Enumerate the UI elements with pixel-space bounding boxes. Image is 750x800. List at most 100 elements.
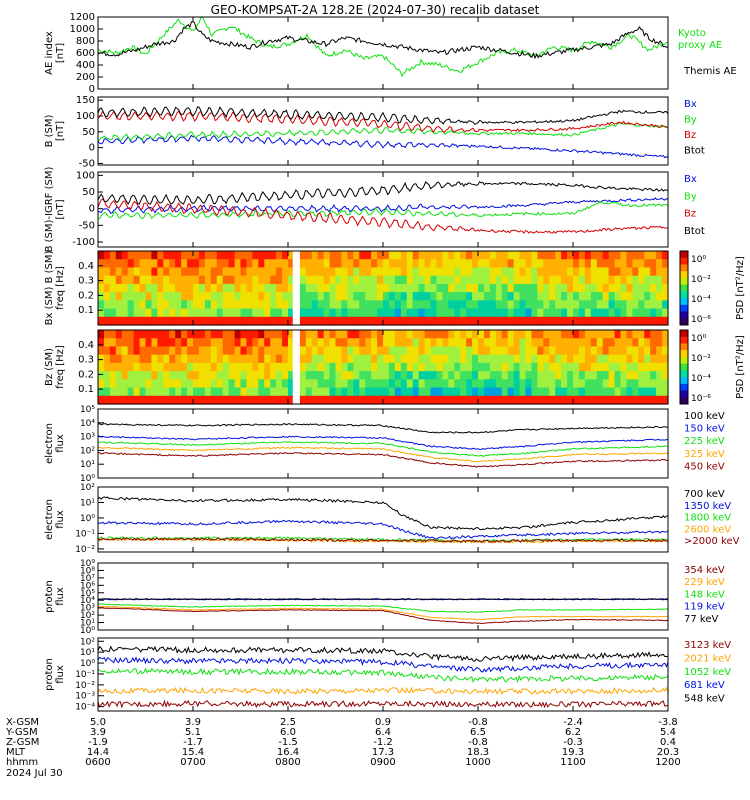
spectrogram-cell	[276, 371, 283, 380]
spectrogram-cell	[430, 379, 438, 389]
spectrogram-cell	[175, 267, 182, 277]
spectrogram-cell	[252, 338, 259, 348]
spectrogram-cell	[578, 387, 586, 397]
spectrogram-cell	[145, 300, 153, 310]
spectrogram-cell	[394, 379, 402, 389]
spectrogram-cell	[608, 362, 616, 372]
spectrogram-cell	[121, 308, 129, 318]
y-tick-label: 10⁵	[80, 589, 95, 599]
spectrogram-cell	[157, 267, 164, 277]
spectrogram-cell	[489, 346, 497, 356]
spectrogram-cell	[644, 362, 651, 372]
spectrogram-cell	[115, 371, 123, 380]
spectrogram-cell	[543, 387, 550, 397]
spectrogram-cell	[519, 308, 527, 318]
spectrogram-cell	[270, 251, 277, 260]
spectrogram-cell	[234, 330, 242, 339]
spectrogram-cell	[418, 283, 426, 293]
spectrogram-cell	[555, 259, 562, 269]
spectrogram-cell	[234, 308, 242, 318]
spectrogram-cell	[198, 259, 206, 269]
spectrogram-cell	[228, 354, 236, 364]
spectrogram-cell	[650, 275, 657, 285]
spectrogram-cell	[608, 330, 616, 339]
spectrogram-cell	[531, 379, 538, 389]
spectrogram-cell	[252, 362, 259, 372]
spectrogram-cell	[626, 346, 633, 356]
series-line-77-kev	[98, 598, 668, 601]
spectrogram-cell	[507, 292, 515, 301]
spectrogram-cell	[133, 354, 141, 364]
spectrogram-cell	[305, 300, 313, 310]
spectrogram-cell	[561, 330, 568, 339]
spectrogram-cell	[549, 316, 556, 326]
spectrogram-cell	[234, 362, 242, 372]
spectrogram-cell	[383, 371, 390, 380]
spectrogram-cell	[519, 275, 527, 285]
spectrogram-cell	[204, 251, 212, 260]
spectrogram-cell	[602, 292, 610, 301]
spectrogram-cell	[584, 283, 592, 293]
spectrogram-cell	[288, 267, 295, 277]
spectrogram-cell	[608, 354, 616, 364]
spectrogram-cell	[394, 300, 402, 310]
spectrogram-cell	[145, 251, 153, 260]
spectrogram-cell	[448, 387, 455, 397]
footer-value-hhmm: 0600	[85, 757, 110, 768]
spectrogram-cell	[483, 354, 491, 364]
spectrogram-cell	[626, 292, 633, 301]
spectrogram-cell	[596, 292, 604, 301]
spectrogram-cell	[454, 379, 461, 389]
spectrogram-cell	[246, 251, 253, 260]
spectrogram-cell	[513, 395, 521, 405]
spectrogram-cell	[98, 338, 105, 348]
spectrogram-cell	[187, 283, 194, 293]
footer-row-label: hhmm	[6, 757, 38, 768]
spectrogram-cell	[519, 387, 527, 397]
spectrogram-cell	[460, 275, 467, 285]
spectrogram-cell	[483, 300, 491, 310]
spectrogram-cell	[644, 346, 651, 356]
spectrogram-cell	[127, 330, 135, 339]
spectrogram-cell	[590, 338, 598, 348]
spectrogram-cell	[507, 338, 515, 348]
spectrogram-cell	[644, 379, 651, 389]
spectrogram-cell	[442, 346, 449, 356]
spectrogram-cell	[656, 362, 663, 372]
spectrogram-cell	[175, 275, 182, 285]
spectrogram-cell	[341, 338, 348, 348]
spectrogram-cell	[317, 267, 325, 277]
y-tick-label: 10¹	[80, 498, 95, 508]
y-tick-label: 10²	[80, 483, 95, 493]
spectrogram-cell	[169, 338, 176, 348]
y-tick-label: 200	[76, 72, 95, 83]
spectrogram-cell	[246, 292, 253, 301]
y-axis-label: [nT]	[55, 199, 66, 219]
legend-entry: Bx	[684, 174, 697, 185]
spectrogram-cell	[353, 354, 360, 364]
spectrogram-cell	[501, 346, 509, 356]
spectrogram-cell	[644, 308, 651, 318]
spectrogram-cell	[359, 292, 366, 301]
legend-entry: 1800 keV	[684, 513, 731, 524]
spectrogram-cell	[632, 338, 639, 348]
spectrogram-cell	[204, 267, 212, 277]
spectrogram-cell	[234, 346, 242, 356]
spectrogram-cell	[596, 300, 604, 310]
spectrogram-cell	[507, 251, 515, 260]
spectrogram-cell	[483, 251, 491, 260]
spectrogram-cell	[377, 275, 384, 285]
spectrogram-cell	[626, 371, 633, 380]
colorbar-label: PSD [nT²/Hz]	[735, 256, 746, 320]
spectrogram-cell	[163, 395, 170, 405]
spectrogram-cell	[406, 379, 414, 389]
spectrogram-cell	[175, 316, 182, 326]
spectrogram-cell	[519, 330, 527, 339]
spectrogram-cell	[282, 371, 289, 380]
colorbar-tick-label: 10⁻²	[691, 354, 711, 364]
spectrogram-cell	[632, 251, 639, 260]
spectrogram-cell	[139, 330, 147, 339]
spectrogram-cell	[602, 395, 610, 405]
spectrogram-cell	[573, 275, 580, 285]
spectrogram-cell	[127, 346, 135, 356]
